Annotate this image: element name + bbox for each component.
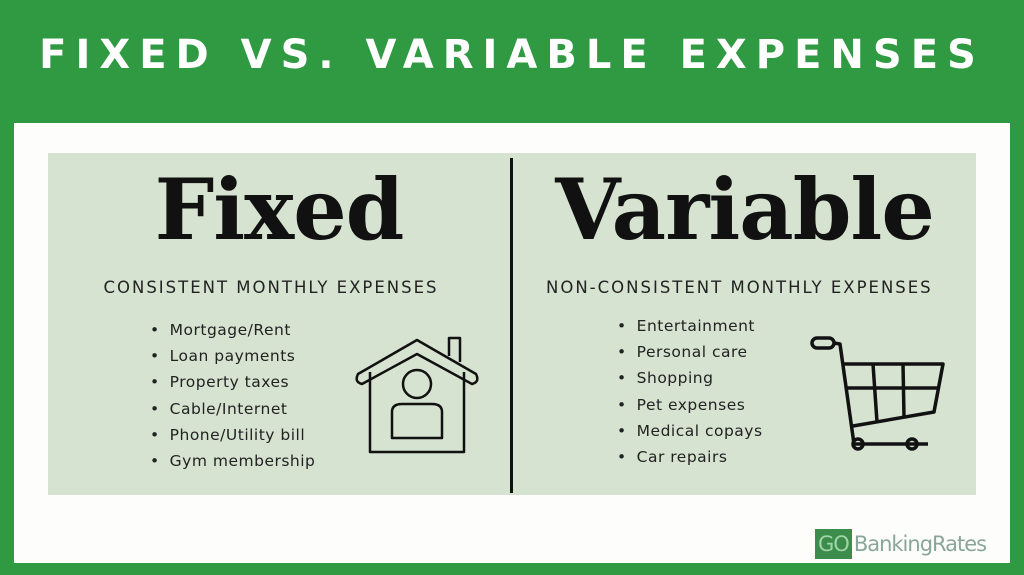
list-item: Pet expenses — [617, 392, 763, 418]
variable-subtitle: NON-CONSISTENT MONTHLY EXPENSES — [546, 278, 933, 297]
variable-heading: Variable — [555, 160, 935, 259]
list-item: Gym membership — [150, 448, 315, 474]
list-item: Cable/Internet — [150, 396, 315, 422]
logo-go: GO — [815, 529, 852, 559]
list-item: Mortgage/Rent — [150, 317, 315, 343]
shopping-cart-icon — [810, 336, 945, 451]
divider — [510, 158, 513, 493]
page-title: FIXED VS. VARIABLE EXPENSES — [39, 32, 985, 78]
list-item: Car repairs — [617, 444, 763, 470]
list-item: Medical copays — [617, 418, 763, 444]
list-item: Phone/Utility bill — [150, 422, 315, 448]
fixed-heading: Fixed — [154, 160, 405, 259]
logo-text: BankingRates — [853, 532, 987, 556]
fixed-list: Mortgage/Rent Loan payments Property tax… — [150, 317, 315, 474]
house-person-icon — [355, 336, 479, 454]
list-item: Entertainment — [617, 313, 763, 339]
list-item: Shopping — [617, 365, 763, 391]
list-item: Personal care — [617, 339, 763, 365]
gobankingrates-logo: GO BankingRates — [815, 529, 987, 559]
fixed-subtitle: CONSISTENT MONTHLY EXPENSES — [103, 278, 439, 297]
list-item: Property taxes — [150, 369, 315, 395]
list-item: Loan payments — [150, 343, 315, 369]
variable-list: Entertainment Personal care Shopping Pet… — [617, 313, 763, 470]
